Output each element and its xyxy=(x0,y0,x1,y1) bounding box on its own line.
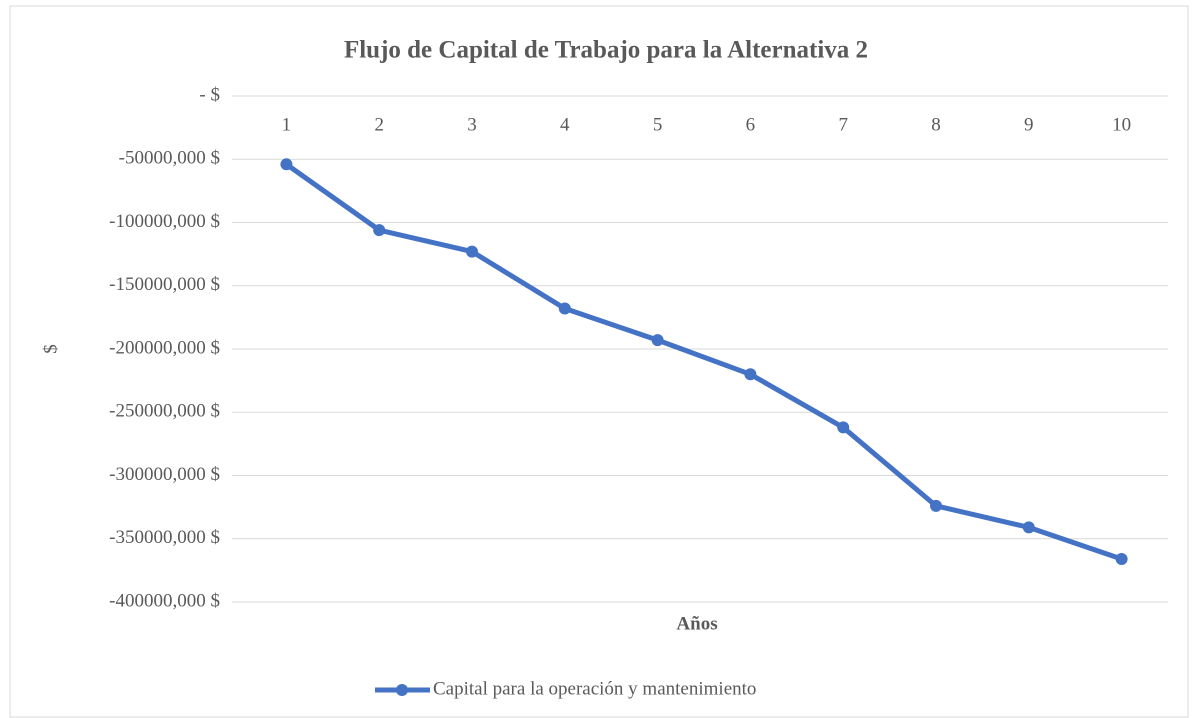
x-tick-label: 3 xyxy=(467,114,477,135)
legend-label: Capital para la operación y mantenimient… xyxy=(433,678,756,699)
x-tick-label: 2 xyxy=(374,114,384,135)
legend-marker xyxy=(396,684,408,696)
data-point xyxy=(466,245,478,258)
data-point xyxy=(930,499,942,512)
data-point xyxy=(1115,552,1128,565)
x-tick-label: 5 xyxy=(653,114,663,135)
chart-title: Flujo de Capital de Trabajo para la Alte… xyxy=(344,37,868,64)
data-point xyxy=(744,368,757,381)
y-tick-label: -350000,000 $ xyxy=(109,527,220,548)
x-tick-label: 6 xyxy=(746,114,756,135)
y-tick-label: -100000,000 $ xyxy=(109,211,220,232)
x-axis-label: Años xyxy=(676,613,717,634)
y-tick-label: -300000,000 $ xyxy=(109,464,220,485)
y-tick-label: -50000,000 $ xyxy=(119,148,220,169)
data-point xyxy=(280,158,293,171)
data-point xyxy=(837,421,850,434)
y-tick-label: -200000,000 $ xyxy=(109,337,220,358)
x-tick-label: 7 xyxy=(838,114,848,135)
x-tick-label: 1 xyxy=(282,114,292,135)
data-point xyxy=(651,334,664,347)
series-line xyxy=(284,162,1123,562)
y-tick-label: -150000,000 $ xyxy=(109,274,220,295)
x-tick-label: 10 xyxy=(1112,114,1131,135)
data-point xyxy=(373,224,386,237)
x-tick-label: 8 xyxy=(931,114,941,135)
data-point xyxy=(558,302,571,315)
x-tick-label: 4 xyxy=(560,114,570,135)
data-point xyxy=(1022,521,1035,534)
x-tick-label: 9 xyxy=(1024,114,1034,135)
y-tick-label: -250000,000 $ xyxy=(109,401,220,422)
chart-border xyxy=(9,5,1189,718)
y-tick-label: - $ xyxy=(199,84,220,105)
y-axis-label: $ xyxy=(40,344,61,354)
y-tick-label: -400000,000 $ xyxy=(109,590,220,611)
